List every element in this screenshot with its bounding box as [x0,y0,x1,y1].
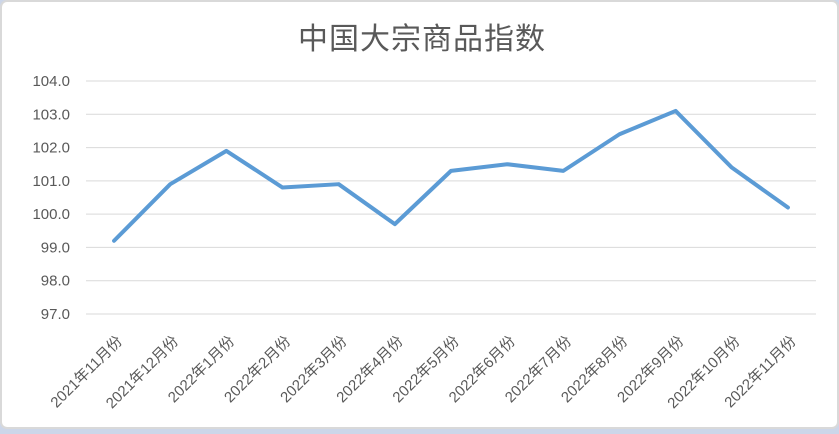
y-tick-label: 97.0 [41,306,70,323]
y-tick-label: 101.0 [32,173,70,190]
y-tick-label: 99.0 [41,239,70,256]
data-series [112,108,790,243]
y-tick-label: 104.0 [32,73,70,90]
y-tick-label: 100.0 [32,206,70,223]
commodity-index-line [112,108,790,243]
y-tick-label: 102.0 [32,140,70,157]
chart-title: 中国大宗商品指数 [298,23,546,56]
gridlines [86,80,816,315]
y-axis-tick-labels: 104.0 103.0 102.0 101.0 100.0 99.0 98.0 97.0 [32,73,70,323]
x-axis-tick-labels: 2021年11月份2021年12月份2022年1月份2022年2月份2022年3… [47,333,799,412]
y-tick-label: 98.0 [41,273,70,290]
y-tick-label: 103.0 [32,106,70,123]
